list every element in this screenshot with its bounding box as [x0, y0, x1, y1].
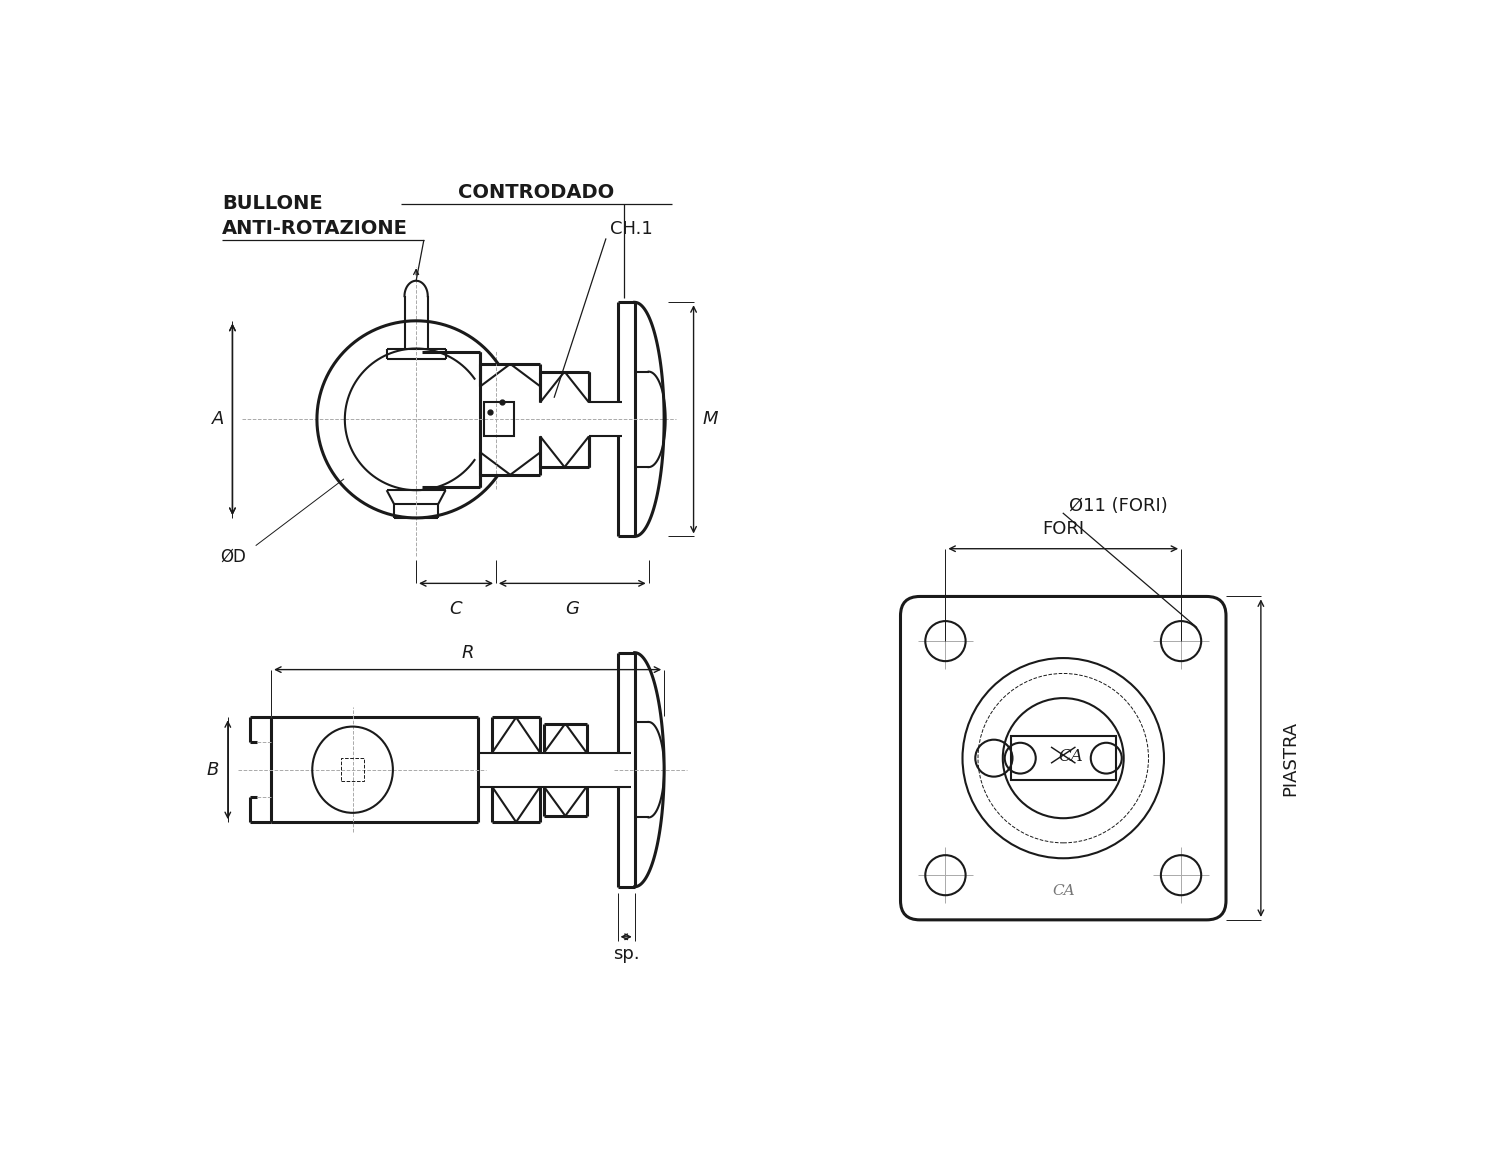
Text: Ø11 (FORI): Ø11 (FORI) [1070, 496, 1168, 515]
Text: sp.: sp. [614, 945, 639, 963]
Text: CONTRODADO: CONTRODADO [458, 183, 615, 202]
Text: FORI: FORI [1042, 520, 1084, 539]
Text: R: R [462, 643, 474, 662]
Text: ØD: ØD [220, 547, 246, 566]
Text: CA: CA [1059, 748, 1083, 765]
Text: CA: CA [1052, 883, 1074, 897]
Bar [1011, 736, 1116, 780]
Text: PIASTRA: PIASTRA [1281, 721, 1299, 796]
Text: BULLONE: BULLONE [222, 195, 322, 213]
Bar [484, 402, 514, 436]
Text: CH.1: CH.1 [610, 220, 652, 238]
Text: A: A [213, 410, 225, 429]
Text: G: G [566, 600, 579, 618]
Bar [340, 758, 364, 781]
Text: C: C [450, 600, 462, 618]
Text: ANTI-ROTAZIONE: ANTI-ROTAZIONE [222, 219, 408, 238]
Text: B: B [206, 760, 219, 779]
Text: M: M [704, 410, 718, 429]
